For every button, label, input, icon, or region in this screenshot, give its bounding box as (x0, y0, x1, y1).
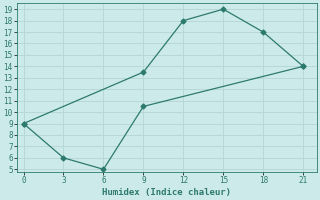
X-axis label: Humidex (Indice chaleur): Humidex (Indice chaleur) (102, 188, 231, 197)
